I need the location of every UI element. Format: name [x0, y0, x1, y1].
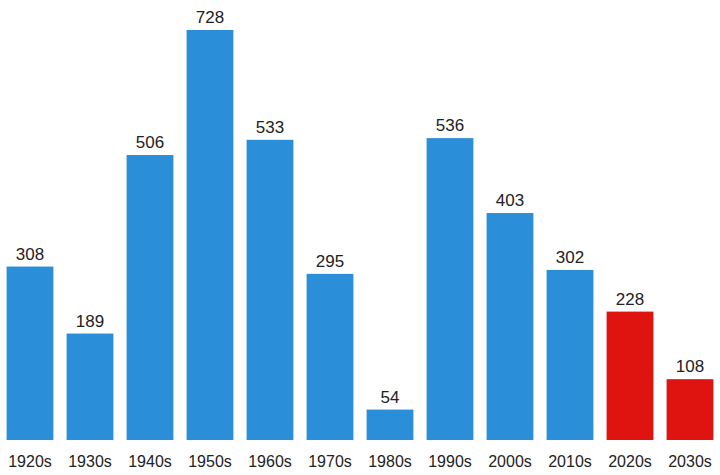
category-label: 1990s [428, 453, 472, 470]
bar [127, 155, 174, 440]
bar [367, 410, 414, 440]
category-label: 1940s [128, 453, 172, 470]
category-label: 2030s [668, 453, 712, 470]
category-label: 1970s [308, 453, 352, 470]
bar [187, 30, 234, 440]
bar [607, 312, 654, 440]
data-label: 506 [136, 133, 164, 152]
page: {"chart_data": {"type": "bar", "categori… [0, 0, 720, 475]
category-label: 1960s [248, 453, 292, 470]
category-label: 2000s [488, 453, 532, 470]
category-label: 2010s [548, 453, 592, 470]
data-label: 308 [16, 245, 44, 264]
data-label: 108 [676, 357, 704, 376]
bar [7, 267, 54, 440]
bar [307, 274, 354, 440]
category-label: 1920s [8, 453, 52, 470]
data-label: 728 [196, 8, 224, 27]
category-label: 2020s [608, 453, 652, 470]
data-label: 54 [381, 388, 400, 407]
data-label: 403 [496, 191, 524, 210]
data-label: 302 [556, 248, 584, 267]
chart-container: 308 1920s 189 1930s 506 1940s 728 1950s 533 1960s… [0, 0, 720, 475]
bar [247, 140, 294, 440]
category-label: 1930s [68, 453, 112, 470]
data-label: 228 [616, 290, 644, 309]
category-label: 1950s [188, 453, 232, 470]
data-label: 189 [76, 312, 104, 331]
bar [67, 334, 114, 440]
labels: 308 1920s 189 1930s 506 1940s 728 1950s 533 1960s… [8, 8, 712, 470]
bar [667, 379, 714, 440]
data-label: 533 [256, 118, 284, 137]
bar [487, 213, 534, 440]
category-label: 1980s [368, 453, 412, 470]
bar [547, 270, 594, 440]
chart-svg: 308 1920s 189 1930s 506 1940s 728 1950s 533 1960s… [0, 0, 720, 475]
data-label: 295 [316, 252, 344, 271]
data-label: 536 [436, 116, 464, 135]
bars [7, 30, 714, 440]
bar [427, 138, 474, 440]
